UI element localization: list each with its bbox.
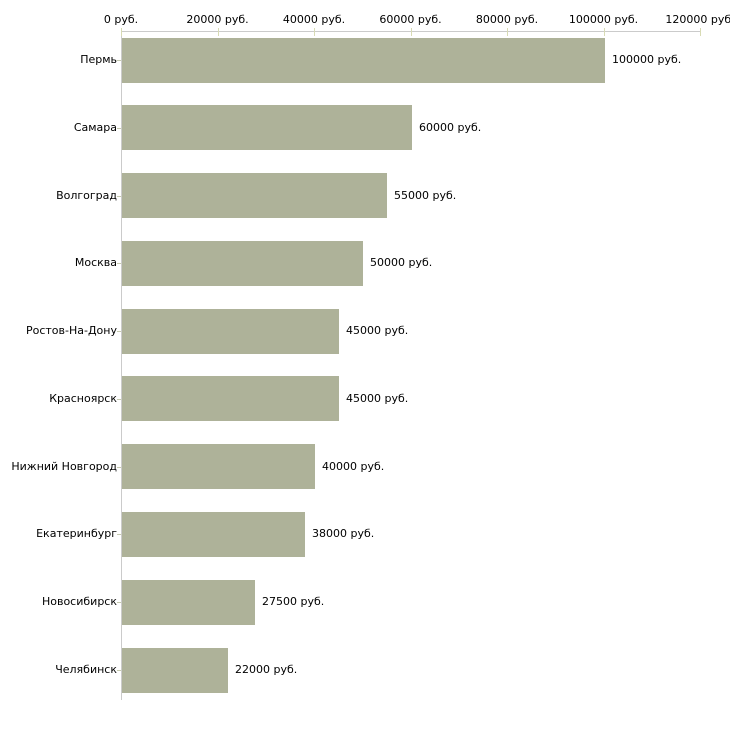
x-tick-label: 80000 руб. [475,13,539,26]
y-tick-mark [117,263,121,264]
y-tick-mark [117,602,121,603]
value-label: 22000 руб. [235,663,298,676]
category-label: Красноярск [49,392,117,405]
value-label: 27500 руб. [262,595,325,608]
bar [122,444,315,489]
value-label: 40000 руб. [322,460,385,473]
y-tick-mark [117,670,121,671]
value-label: 45000 руб. [346,392,409,405]
value-label: 38000 руб. [312,527,375,540]
x-tick-mark [217,28,219,36]
y-tick-mark [117,399,121,400]
y-tick-mark [117,128,121,129]
category-label: Пермь [80,53,117,66]
category-label: Самара [73,121,117,134]
category-label: Волгоград [56,189,117,202]
value-label: 60000 руб. [419,121,482,134]
x-tick-label: 100000 руб. [568,13,639,26]
category-label: Ростов-На-Дону [25,324,117,337]
y-tick-mark [117,60,121,61]
category-label: Нижний Новгород [11,460,117,473]
value-label: 45000 руб. [346,324,409,337]
x-tick-mark [603,28,605,36]
x-tick-mark [410,28,412,36]
x-tick-label: 20000 руб. [186,13,249,26]
category-label: Челябинск [55,663,117,676]
x-tick-mark [700,28,701,36]
y-tick-mark [117,331,121,332]
y-axis-line [121,31,122,700]
y-tick-mark [117,196,121,197]
bar [122,512,305,557]
x-tick-label: 120000 руб. [665,13,730,26]
value-label: 55000 руб. [394,189,457,202]
value-label: 100000 руб. [612,53,682,66]
category-label: Москва [74,256,117,269]
x-tick-label: 0 руб. [103,13,139,26]
bar [122,241,363,286]
y-tick-mark [117,534,121,535]
x-tick-mark [121,28,122,36]
x-tick-label: 40000 руб. [282,13,346,26]
bar [122,376,339,421]
category-label: Новосибирск [41,595,117,608]
x-tick-mark [314,28,315,36]
x-tick-label: 60000 руб. [379,13,442,26]
bar [122,309,339,354]
bar [122,648,228,693]
y-tick-mark [117,467,121,468]
bar [122,580,255,625]
bar [122,105,412,150]
x-tick-mark [507,28,508,36]
bar [122,173,387,218]
value-label: 50000 руб. [370,256,433,269]
bar [122,38,605,83]
category-label: Екатеринбург [36,527,117,540]
